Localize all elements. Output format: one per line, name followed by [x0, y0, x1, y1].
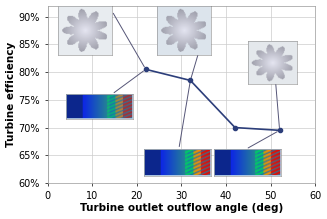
Y-axis label: Turbine efficiency: Turbine efficiency: [6, 42, 16, 147]
X-axis label: Turbine outlet outflow angle (deg): Turbine outlet outflow angle (deg): [80, 203, 283, 214]
